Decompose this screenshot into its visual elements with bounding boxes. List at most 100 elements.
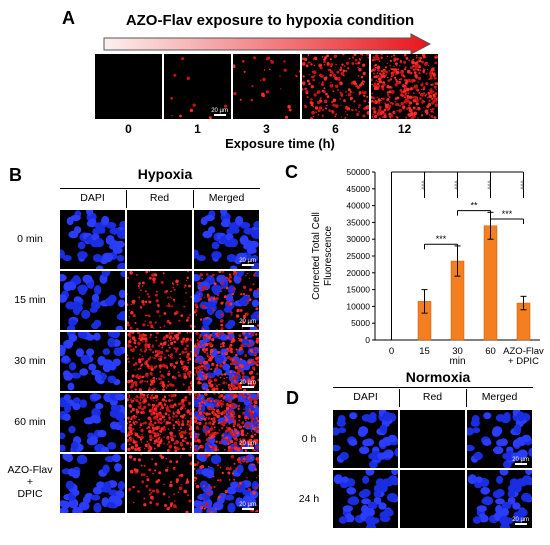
b-micrograph-red-2 bbox=[127, 332, 192, 391]
y-axis-label: Corrected Total CellFluorescence bbox=[311, 212, 334, 300]
hypoxia-gradient-arrow bbox=[103, 33, 432, 55]
scale-bar-label: 20 µm bbox=[239, 502, 256, 508]
panel-label-a: A bbox=[62, 8, 75, 28]
y-tick-label: 35000 bbox=[346, 217, 370, 227]
y-tick-label: 0 bbox=[365, 335, 370, 345]
micrograph-1h: 20 µm bbox=[164, 54, 231, 119]
d-row-label: 24 h bbox=[298, 492, 320, 505]
x-tick-label: 0 bbox=[389, 346, 394, 357]
d-column-separator bbox=[399, 389, 400, 407]
d-micrograph-blue-0 bbox=[333, 410, 398, 468]
b-micrograph-merged-1: 20 µm bbox=[194, 271, 259, 330]
time-label-0: 0 bbox=[125, 122, 132, 136]
b-col-header-merged: Merged bbox=[208, 192, 245, 204]
scale-bar-label: 20 µm bbox=[211, 108, 228, 114]
panel-label-b: B bbox=[9, 165, 22, 185]
panel-b-title: Hypoxia bbox=[137, 166, 193, 182]
micrograph-0h bbox=[95, 54, 162, 119]
scale-bar: 20 µm bbox=[211, 108, 228, 117]
b-micrograph-red-0 bbox=[127, 210, 192, 269]
b-row-label: 30 min bbox=[14, 355, 46, 367]
time-label-1: 1 bbox=[194, 122, 201, 136]
b-micrograph-merged-0: 20 µm bbox=[194, 210, 259, 269]
b-row-label: 0 min bbox=[17, 233, 43, 245]
x-tick-label: 30 bbox=[452, 346, 463, 357]
significance-stars: *** bbox=[483, 180, 492, 189]
panel-b-divider bbox=[60, 188, 260, 189]
y-tick-label: 10000 bbox=[346, 301, 370, 311]
b-micrograph-merged-2: 20 µm bbox=[194, 332, 259, 391]
d-col-header-merged: Merged bbox=[481, 391, 518, 403]
scale-bar-label: 20 µm bbox=[239, 380, 256, 386]
b-micrograph-merged-4: 20 µm bbox=[194, 454, 259, 513]
scale-bar: 20 µm bbox=[239, 441, 256, 450]
scale-bar: 20 µm bbox=[239, 319, 256, 328]
panel-d-title: Normoxia bbox=[405, 369, 471, 385]
b-micrograph-red-1 bbox=[127, 271, 192, 330]
b-micrograph-blue-0 bbox=[60, 210, 125, 269]
micrograph-3h bbox=[233, 54, 300, 119]
x-tick-label: 15 bbox=[419, 346, 430, 357]
scale-bar-label: 20 µm bbox=[239, 258, 256, 264]
y-tick-label: 50000 bbox=[346, 167, 370, 177]
panel-label-d: D bbox=[286, 388, 299, 408]
b-row-label: AZO-Flav + DPIC bbox=[7, 464, 53, 500]
significance-stars: *** bbox=[417, 180, 426, 189]
scale-bar: 20 µm bbox=[239, 380, 256, 389]
b-col-header-dapi: DAPI bbox=[80, 192, 105, 204]
panel-d-divider bbox=[333, 387, 533, 388]
b-micrograph-blue-2 bbox=[60, 332, 125, 391]
d-row-label: 0 h bbox=[301, 432, 317, 445]
d-col-header-red: Red bbox=[422, 391, 443, 403]
b-col-header-red: Red bbox=[149, 192, 170, 204]
bracket-15-30-stars: *** bbox=[436, 234, 447, 244]
d-micrograph-merged-1: 20 µm bbox=[467, 470, 532, 528]
micrograph-6h bbox=[302, 54, 369, 119]
b-micrograph-blue-1 bbox=[60, 271, 125, 330]
scale-bar: 20 µm bbox=[239, 502, 256, 511]
scale-bar: 20 µm bbox=[512, 517, 529, 526]
scale-bar: 20 µm bbox=[512, 457, 529, 466]
time-label-12: 12 bbox=[397, 122, 412, 136]
y-tick-label: 5000 bbox=[351, 318, 370, 328]
time-label-6: 6 bbox=[332, 122, 339, 136]
b-row-label: 15 min bbox=[14, 294, 46, 306]
scale-bar-label: 20 µm bbox=[512, 517, 529, 523]
d-micrograph-red-1 bbox=[400, 470, 465, 528]
y-tick-label: 30000 bbox=[346, 234, 370, 244]
b-micrograph-blue-4 bbox=[60, 454, 125, 513]
y-tick-label: 40000 bbox=[346, 201, 370, 211]
panel-label-c: C bbox=[285, 162, 298, 182]
fluorescence-bar-chart: 0 5000 10000 15000 20000 25000 30000 35000 40000… bbox=[311, 167, 544, 365]
bar-3 bbox=[483, 225, 498, 341]
significance-stars: *** bbox=[516, 180, 525, 189]
bracket-60-dpic-stars: *** bbox=[502, 209, 513, 219]
micrograph-12h bbox=[371, 54, 438, 119]
bracket-30-60-stars: ** bbox=[470, 201, 478, 211]
d-micrograph-blue-1 bbox=[333, 470, 398, 528]
scale-bar-label: 20 µm bbox=[239, 441, 256, 447]
x-tick-label: AZO-Flav + DPIC bbox=[503, 346, 544, 365]
b-micrograph-red-3 bbox=[127, 393, 192, 452]
y-tick-label: 20000 bbox=[346, 268, 370, 278]
y-tick-label: 45000 bbox=[346, 184, 370, 194]
b-column-separator bbox=[126, 190, 127, 208]
time-label-3: 3 bbox=[263, 122, 270, 136]
panel-a-title: AZO-Flav exposure to hypoxia condition bbox=[125, 12, 415, 29]
scale-bar: 20 µm bbox=[239, 258, 256, 267]
x-axis-label: min bbox=[449, 356, 465, 365]
panel-a-xlabel: Exposure time (h) bbox=[225, 136, 335, 151]
d-micrograph-merged-0: 20 µm bbox=[467, 410, 532, 468]
d-micrograph-red-0 bbox=[400, 410, 465, 468]
significance-stars: *** bbox=[450, 180, 459, 189]
y-tick-label: 15000 bbox=[346, 285, 370, 295]
b-micrograph-red-4 bbox=[127, 454, 192, 513]
b-micrograph-blue-3 bbox=[60, 393, 125, 452]
b-micrograph-merged-3: 20 µm bbox=[194, 393, 259, 452]
y-tick-label: 25000 bbox=[346, 251, 370, 261]
scale-bar-label: 20 µm bbox=[239, 319, 256, 325]
scale-bar-label: 20 µm bbox=[512, 457, 529, 463]
d-col-header-dapi: DAPI bbox=[353, 391, 378, 403]
x-tick-label: 60 bbox=[485, 346, 496, 357]
d-column-separator bbox=[466, 389, 467, 407]
